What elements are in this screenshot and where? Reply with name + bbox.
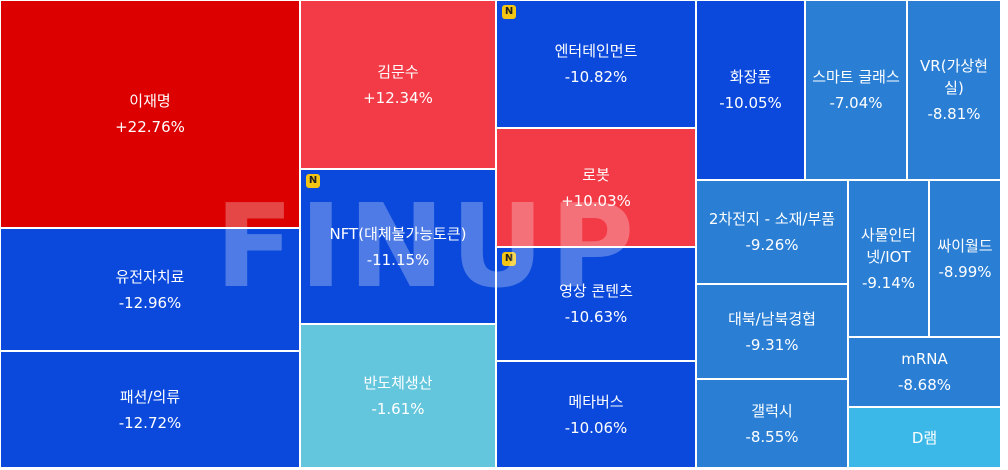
treemap-tile[interactable]: 김문수 +12.34%	[300, 0, 496, 169]
tile-name: 반도체생산	[363, 374, 433, 392]
treemap-tile[interactable]: 패션/의류 -12.72%	[0, 351, 300, 468]
tile-change: +10.03%	[561, 191, 631, 210]
tile-name: 메타버스	[568, 392, 624, 411]
tile-change: -9.31%	[745, 335, 799, 354]
tile-name: 영상 콘텐츠	[559, 282, 633, 300]
tile-name: 사물인터넷/IOT	[860, 225, 917, 266]
tile-name: 김문수	[377, 62, 419, 81]
tile-change: -1.61%	[371, 400, 425, 418]
tile-change: -10.82%	[564, 68, 628, 86]
tile-change: -10.06%	[564, 418, 628, 437]
treemap-tile[interactable]: mRNA -8.68%	[848, 337, 1001, 407]
tile-change: -9.14%	[861, 273, 916, 292]
tile-name: 화장품	[729, 68, 772, 86]
tile-name: 로봇	[582, 165, 610, 184]
treemap-tile[interactable]: D램	[848, 407, 1001, 468]
new-badge-icon: N	[502, 252, 516, 266]
treemap-tile[interactable]: 이재명 +22.76%	[0, 0, 300, 228]
treemap-tile[interactable]: NFT(대체불가능토큰) -11.15% N	[300, 169, 496, 324]
treemap-tile[interactable]: 영상 콘텐츠 -10.63% N	[496, 247, 696, 361]
treemap-tile[interactable]: 사물인터넷/IOT -9.14%	[848, 180, 929, 337]
tile-name: 2차전지 - 소재/부품	[708, 210, 836, 228]
tile-change: -7.04%	[829, 94, 883, 112]
tile-change: -8.99%	[938, 262, 992, 281]
tile-change: +12.34%	[363, 88, 433, 107]
tile-change: -12.96%	[118, 293, 182, 312]
treemap-tile[interactable]: 유전자치료 -12.96%	[0, 228, 300, 351]
tile-name: mRNA	[901, 350, 948, 368]
tile-change: -8.55%	[745, 427, 799, 446]
treemap-tile[interactable]: VR(가상현실) -8.81%	[907, 0, 1001, 180]
tile-name: 유전자치료	[115, 267, 185, 286]
tile-name: NFT(대체불가능토큰)	[329, 224, 467, 243]
tile-name: 대북/남북경협	[728, 309, 816, 328]
treemap-tile[interactable]: 엔터테인먼트 -10.82% N	[496, 0, 696, 128]
tile-change: -8.68%	[897, 376, 952, 394]
treemap-tile[interactable]: 메타버스 -10.06%	[496, 361, 696, 468]
tile-change: +22.76%	[115, 118, 185, 136]
treemap-tile[interactable]: 싸이월드 -8.99%	[929, 180, 1001, 337]
new-badge-icon: N	[306, 174, 320, 188]
tile-name: VR(가상현실)	[920, 57, 988, 97]
tile-name: 싸이월드	[937, 236, 993, 255]
tile-name: 패션/의류	[119, 387, 181, 406]
treemap-tile[interactable]: 스마트 글래스 -7.04%	[805, 0, 907, 180]
treemap-tile[interactable]: 2차전지 - 소재/부품 -9.26%	[696, 180, 848, 284]
tile-name: 엔터테인먼트	[554, 42, 638, 60]
tile-change: -11.15%	[366, 250, 430, 269]
treemap-tile[interactable]: 화장품 -10.05%	[696, 0, 805, 180]
treemap-tile[interactable]: 로봇 +10.03%	[496, 128, 696, 247]
tile-name: 갤럭시	[751, 401, 793, 420]
tile-change: -10.05%	[719, 94, 782, 112]
tile-name: 이재명	[129, 92, 171, 110]
tile-name: 스마트 글래스	[812, 68, 900, 86]
tile-name: D램	[911, 428, 938, 447]
treemap-tile[interactable]: 갤럭시 -8.55%	[696, 379, 848, 468]
tile-change: -10.63%	[564, 308, 628, 326]
treemap-tile[interactable]: 반도체생산 -1.61%	[300, 324, 496, 468]
tile-change: -8.81%	[927, 105, 981, 123]
treemap-tile[interactable]: 대북/남북경협 -9.31%	[696, 284, 848, 379]
tile-change: -12.72%	[118, 413, 182, 432]
new-badge-icon: N	[502, 5, 516, 19]
tile-change: -9.26%	[745, 236, 799, 254]
